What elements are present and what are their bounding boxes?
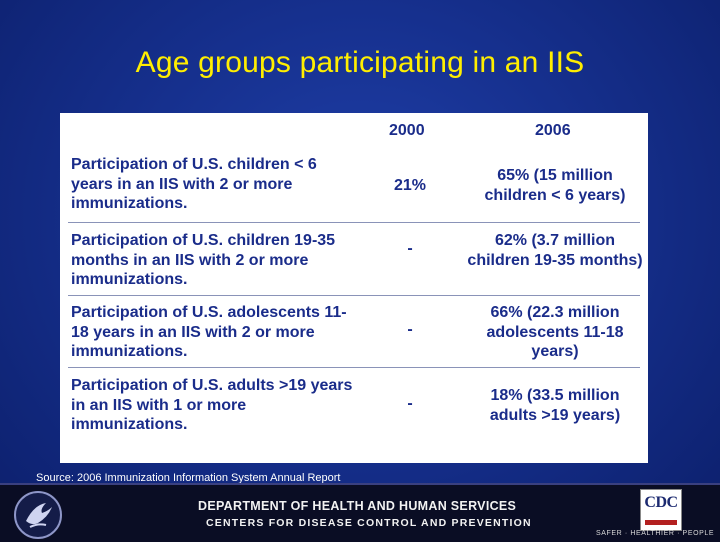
row-divider xyxy=(68,222,640,223)
value-2006: 65% (15 million children < 6 years) xyxy=(484,167,626,204)
value-2006: 62% (3.7 million children 19-35 months) xyxy=(467,232,643,269)
value-2000: - xyxy=(407,321,413,338)
data-table: 2000 2006 Participation of U.S. children… xyxy=(60,113,648,463)
value-2006: 18% (33.5 million adults >19 years) xyxy=(489,387,621,424)
row-description: Participation of U.S. adults >19 years i… xyxy=(71,377,353,433)
value-2000: - xyxy=(407,395,413,412)
hhs-eagle-icon xyxy=(14,491,62,539)
department-label: DEPARTMENT OF HEALTH AND HUMAN SERVICES xyxy=(198,499,517,513)
column-header-2000: 2000 xyxy=(389,122,425,139)
footer-banner: DEPARTMENT OF HEALTH AND HUMAN SERVICES … xyxy=(0,483,720,542)
row-divider xyxy=(68,367,640,368)
centers-label: CENTERS FOR DISEASE CONTROL AND PREVENTI… xyxy=(206,517,532,529)
tagline: SAFER · HEALTHIER · PEOPLE xyxy=(596,530,715,537)
value-2000: 21% xyxy=(393,177,427,194)
row-description: Participation of U.S. children 19-35 mon… xyxy=(71,232,336,288)
column-header-2006: 2006 xyxy=(535,122,571,139)
row-divider xyxy=(68,295,640,296)
cdc-logo-text: CDC xyxy=(644,494,678,511)
cdc-logo-icon: CDC xyxy=(640,489,682,531)
cdc-logo-band xyxy=(645,520,677,525)
row-description: Participation of U.S. children < 6 years… xyxy=(71,156,317,212)
source-note: Source: 2006 Immunization Information Sy… xyxy=(36,472,341,484)
value-2006: 66% (22.3 million adolescents 11-18 year… xyxy=(486,304,624,360)
slide-title: Age groups participating in an IIS xyxy=(135,46,585,79)
row-description: Participation of U.S. adolescents 11-18 … xyxy=(71,304,347,360)
value-2000: - xyxy=(407,240,413,257)
